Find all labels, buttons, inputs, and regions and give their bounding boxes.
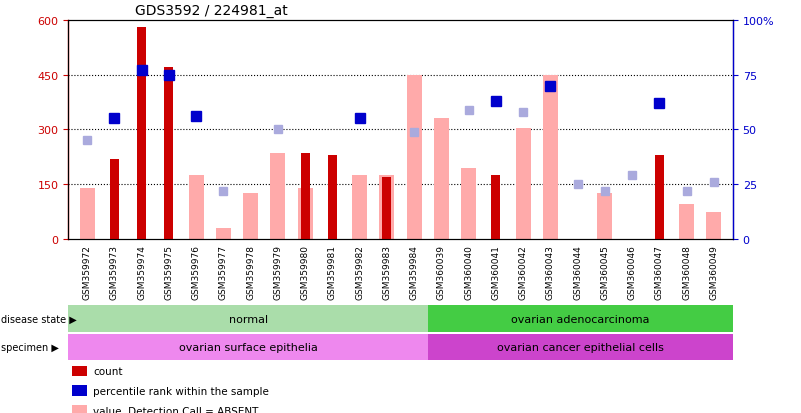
Bar bbox=[655, 156, 664, 240]
Bar bbox=[189, 176, 203, 240]
Text: GSM360048: GSM360048 bbox=[682, 244, 691, 299]
Text: GSM359984: GSM359984 bbox=[409, 244, 419, 299]
Text: GSM360046: GSM360046 bbox=[628, 244, 637, 299]
Bar bbox=[491, 176, 501, 240]
Text: GSM359974: GSM359974 bbox=[137, 244, 146, 299]
Text: GSM359972: GSM359972 bbox=[83, 244, 91, 299]
Text: GSM359977: GSM359977 bbox=[219, 244, 228, 299]
Bar bbox=[380, 176, 394, 240]
Bar bbox=[79, 188, 95, 240]
Bar bbox=[68, 334, 429, 361]
Text: GSM359978: GSM359978 bbox=[246, 244, 256, 299]
Text: GSM360041: GSM360041 bbox=[491, 244, 501, 299]
Text: GSM359975: GSM359975 bbox=[164, 244, 173, 299]
Text: GSM359980: GSM359980 bbox=[300, 244, 310, 299]
Text: normal: normal bbox=[228, 314, 268, 324]
Bar bbox=[137, 28, 146, 240]
Text: GSM360042: GSM360042 bbox=[518, 244, 528, 299]
Bar bbox=[706, 212, 722, 240]
Text: GDS3592 / 224981_at: GDS3592 / 224981_at bbox=[135, 4, 288, 18]
Bar bbox=[429, 306, 733, 332]
Bar bbox=[300, 154, 310, 240]
Text: GSM359981: GSM359981 bbox=[328, 244, 337, 299]
Text: GSM360044: GSM360044 bbox=[573, 244, 582, 299]
Bar bbox=[164, 68, 173, 240]
Text: value, Detection Call = ABSENT: value, Detection Call = ABSENT bbox=[93, 406, 258, 413]
Text: percentile rank within the sample: percentile rank within the sample bbox=[93, 386, 269, 396]
Text: GSM360047: GSM360047 bbox=[655, 244, 664, 299]
Text: GSM359976: GSM359976 bbox=[191, 244, 200, 299]
Bar bbox=[407, 75, 421, 240]
Bar bbox=[68, 306, 429, 332]
Text: GSM359983: GSM359983 bbox=[382, 244, 392, 299]
Bar bbox=[543, 75, 557, 240]
Bar bbox=[298, 188, 312, 240]
Bar bbox=[216, 229, 231, 240]
Text: disease state ▶: disease state ▶ bbox=[1, 314, 77, 324]
Text: GSM360045: GSM360045 bbox=[601, 244, 610, 299]
Bar bbox=[328, 156, 337, 240]
Bar bbox=[244, 194, 258, 240]
Bar bbox=[429, 334, 733, 361]
Text: GSM360043: GSM360043 bbox=[545, 244, 555, 299]
Text: GSM359982: GSM359982 bbox=[355, 244, 364, 299]
Text: GSM360049: GSM360049 bbox=[710, 244, 718, 299]
Bar bbox=[382, 178, 392, 240]
Bar bbox=[110, 159, 119, 240]
Text: count: count bbox=[93, 366, 123, 376]
Text: GSM359973: GSM359973 bbox=[110, 244, 119, 299]
Bar bbox=[434, 119, 449, 240]
Bar bbox=[352, 176, 367, 240]
Text: ovarian adenocarcinoma: ovarian adenocarcinoma bbox=[511, 314, 650, 324]
Bar bbox=[461, 169, 476, 240]
Text: GSM359979: GSM359979 bbox=[273, 244, 283, 299]
Bar bbox=[598, 194, 612, 240]
Text: ovarian cancer epithelial cells: ovarian cancer epithelial cells bbox=[497, 342, 664, 352]
Bar bbox=[679, 205, 694, 240]
Bar bbox=[271, 154, 285, 240]
Text: GSM360040: GSM360040 bbox=[464, 244, 473, 299]
Text: specimen ▶: specimen ▶ bbox=[1, 342, 58, 352]
Text: GSM360039: GSM360039 bbox=[437, 244, 446, 299]
Bar bbox=[516, 128, 530, 240]
Text: ovarian surface epithelia: ovarian surface epithelia bbox=[179, 342, 317, 352]
